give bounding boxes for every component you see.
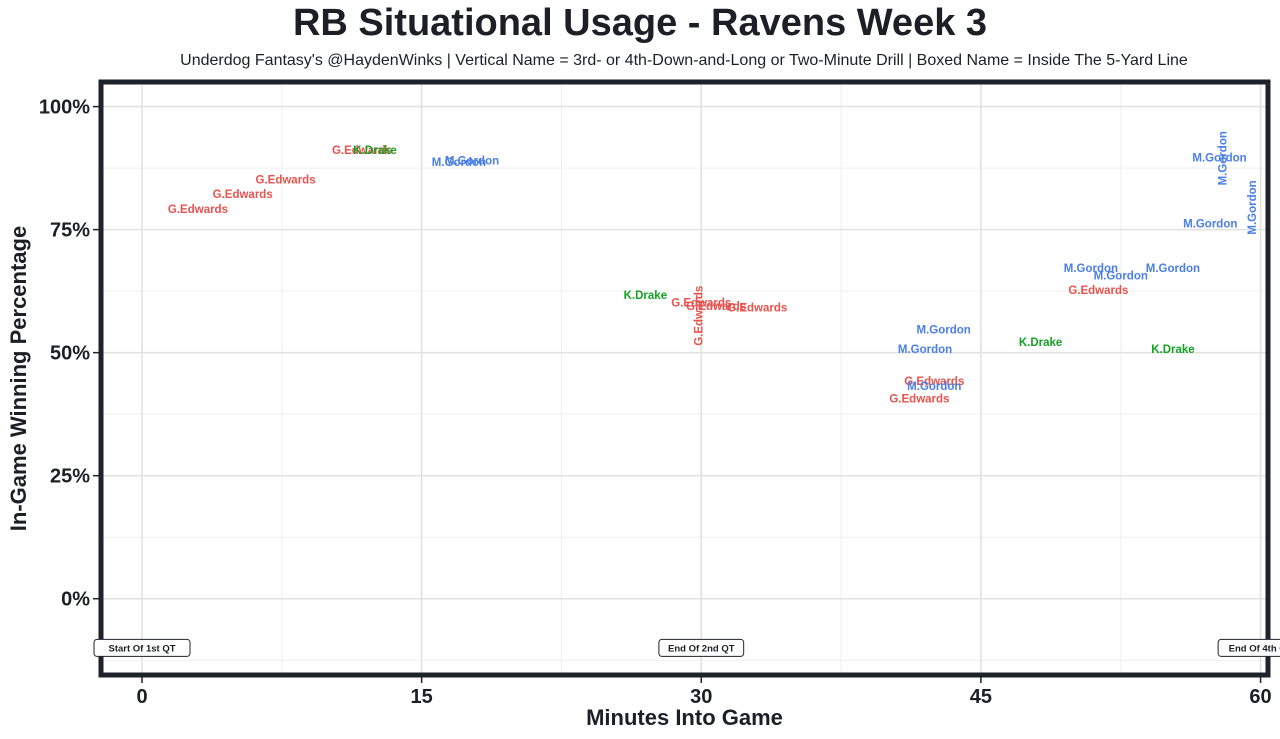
y-tick-label: 50% bbox=[50, 343, 90, 365]
quarter-label: End Of 2nd QT bbox=[668, 643, 735, 654]
data-point-label: M.Gordon bbox=[1064, 263, 1118, 275]
y-tick-label: 75% bbox=[50, 220, 90, 242]
data-point-label: G.Edwards bbox=[256, 174, 316, 186]
data-point-label: M.Gordon bbox=[1247, 180, 1259, 234]
data-point-label: G.Edwards bbox=[904, 376, 964, 388]
data-point-label: G.Edwards bbox=[332, 145, 392, 157]
chart-subtitle: Underdog Fantasy's @HaydenWinks | Vertic… bbox=[180, 52, 1188, 69]
x-tick-label: 0 bbox=[136, 686, 147, 708]
quarter-label: End Of 4th QT bbox=[1229, 643, 1280, 654]
data-point-label: G.Edwards bbox=[889, 393, 949, 405]
data-point-label: M.Gordon bbox=[445, 155, 499, 167]
data-point-label: M.Gordon bbox=[907, 381, 961, 393]
data-point-label: G.Edwards bbox=[686, 301, 746, 313]
data-point-label: K.Drake bbox=[624, 290, 667, 302]
data-point-label: G.Edwards bbox=[693, 286, 705, 346]
data-point-label: K.Drake bbox=[1151, 344, 1194, 356]
data-point-label: M.Gordon bbox=[1217, 131, 1229, 185]
quarter-label-box bbox=[1217, 638, 1280, 657]
quarter-label: Start Of 1st QT bbox=[108, 643, 175, 654]
data-point-label: M.Gordon bbox=[432, 157, 486, 169]
data-point-label: M.Gordon bbox=[1183, 219, 1237, 231]
plot-border bbox=[98, 79, 1271, 678]
y-tick-label: 100% bbox=[39, 97, 90, 119]
data-point-label: M.Gordon bbox=[916, 325, 970, 337]
y-tick-label: 25% bbox=[50, 466, 90, 488]
x-tick-label: 45 bbox=[970, 686, 992, 708]
y-tick-label: 0% bbox=[61, 589, 90, 611]
data-point-label: M.Gordon bbox=[898, 344, 952, 356]
data-point-label: K.Drake bbox=[353, 145, 396, 157]
data-point-label: M.Gordon bbox=[1094, 270, 1148, 282]
x-tick-label: 60 bbox=[1249, 686, 1271, 708]
data-point-label: M.Gordon bbox=[1146, 263, 1200, 275]
data-point-label: G.Edwards bbox=[1068, 285, 1128, 297]
y-axis-label: In-Game Winning Percentage bbox=[6, 226, 31, 531]
data-point-label: G.Edwards bbox=[213, 189, 273, 201]
data-point-label: M.Gordon bbox=[1192, 152, 1246, 164]
x-axis-label: Minutes Into Game bbox=[586, 705, 783, 730]
quarter-label-box bbox=[658, 638, 745, 657]
data-point-label: G.Edwards bbox=[671, 297, 731, 309]
data-point-label: G.Edwards bbox=[727, 302, 787, 314]
data-point-label: G.Edwards bbox=[168, 204, 228, 216]
data-point-label: K.Drake bbox=[1019, 337, 1062, 349]
x-tick-label: 15 bbox=[411, 686, 433, 708]
quarter-label-box bbox=[93, 638, 191, 657]
x-tick-label: 30 bbox=[690, 686, 712, 708]
chart-title: RB Situational Usage - Ravens Week 3 bbox=[292, 2, 988, 44]
